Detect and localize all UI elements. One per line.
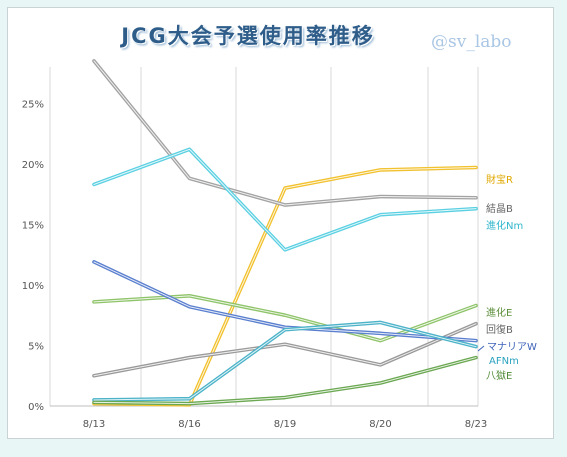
series-line bbox=[92, 59, 478, 207]
series-label: 結晶B bbox=[486, 202, 513, 215]
series-label: AFNm bbox=[489, 356, 519, 367]
series-label: マナリアW bbox=[487, 341, 537, 353]
series-line bbox=[92, 260, 478, 343]
x-tick-label: 8/23 bbox=[465, 419, 487, 430]
watermark: @sv_labo bbox=[431, 32, 512, 52]
series-labels: 財宝R 結晶B 進化Nm 進化E 回復B マナリアW AFNm 八獄E bbox=[477, 173, 537, 382]
series-line bbox=[92, 320, 478, 402]
y-tick-label: 25% bbox=[22, 99, 44, 110]
y-tick-label: 0% bbox=[28, 402, 44, 413]
grid-lines bbox=[49, 67, 479, 406]
axes: 0% 5% 10% 15% 20% 25% 8/13 8/16 8/19 8/20 8/23 bbox=[22, 99, 487, 430]
series-line bbox=[92, 321, 478, 378]
y-tick-label: 5% bbox=[28, 341, 44, 352]
series-label: 財宝R bbox=[486, 173, 513, 186]
series-line bbox=[92, 355, 478, 406]
series-label: 進化E bbox=[486, 306, 512, 319]
series-line bbox=[92, 147, 478, 252]
y-tick-label: 20% bbox=[22, 160, 44, 171]
y-tick-label: 15% bbox=[22, 220, 44, 231]
chart-card: 0% 5% 10% 15% 20% 25% 8/13 8/16 8/19 8/20 8/23 財宝R… bbox=[7, 7, 554, 439]
label-connector bbox=[477, 345, 485, 352]
series-label: 回復B bbox=[486, 323, 513, 336]
x-tick-label: 8/16 bbox=[178, 419, 200, 430]
x-tick-label: 8/13 bbox=[83, 419, 105, 430]
x-tick-label: 8/19 bbox=[274, 419, 296, 430]
y-tick-label: 10% bbox=[22, 281, 44, 292]
x-tick-label: 8/20 bbox=[369, 419, 391, 430]
chart-title: JCG大会予選使用率推移 bbox=[121, 24, 375, 48]
series-label: 進化Nm bbox=[486, 219, 523, 232]
series-label: 八獄E bbox=[486, 370, 512, 382]
series-lines bbox=[92, 59, 478, 407]
chart-plot: 0% 5% 10% 15% 20% 25% 8/13 8/16 8/19 8/20 8/23 財宝R… bbox=[22, 59, 537, 430]
